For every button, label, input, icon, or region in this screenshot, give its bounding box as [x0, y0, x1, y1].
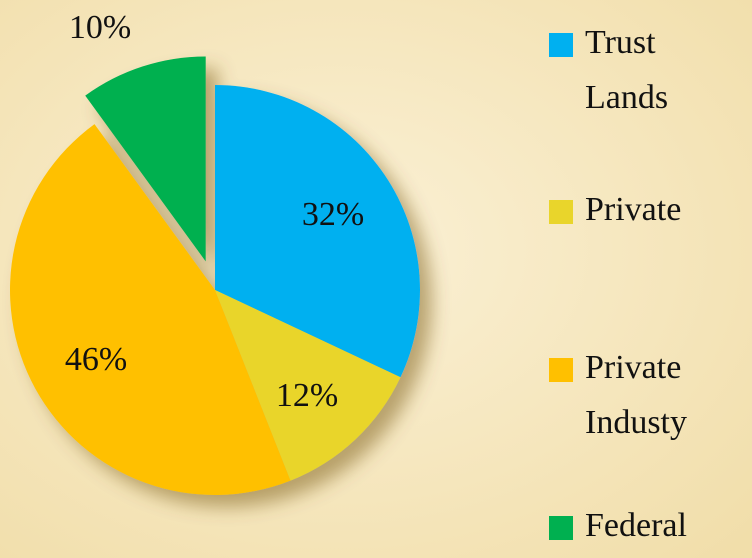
legend-swatch	[549, 33, 573, 57]
labels: 32% 12% 46% 10%	[65, 9, 364, 414]
data-label: 12%	[276, 377, 338, 414]
pie-slice	[10, 124, 291, 495]
legend-label: Federal	[585, 507, 687, 544]
legend-label: Private Industy	[585, 349, 690, 441]
data-label: 46%	[65, 341, 127, 378]
legend: Trust Lands Private Private Industy Federal	[549, 24, 690, 544]
data-label: 32%	[302, 196, 364, 233]
pie-slice	[215, 85, 420, 378]
legend-swatch	[549, 200, 573, 224]
legend-swatch	[549, 516, 573, 540]
pie-slice	[85, 56, 206, 262]
pie-slice	[215, 290, 401, 481]
legend-swatch	[549, 358, 573, 382]
data-label: 10%	[69, 9, 131, 46]
pie	[10, 56, 420, 495]
legend-label: Trust Lands	[585, 24, 668, 116]
legend-label: Private	[585, 191, 681, 228]
